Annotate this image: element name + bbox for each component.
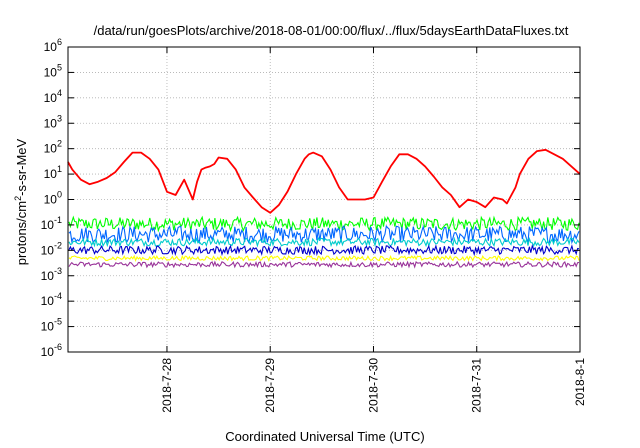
x-tick-label: 2018-7-30	[366, 358, 380, 413]
y-tick-label-base: 10	[41, 269, 55, 283]
y-tick-label: 105	[44, 62, 62, 79]
x-tick-label: 2018-7-31	[470, 358, 484, 413]
y-tick-label: 104	[44, 88, 62, 105]
proton-flux-line	[67, 148, 581, 214]
y-tick-label-base: 10	[44, 40, 58, 54]
x-tick-label: 2018-7-29	[263, 358, 277, 413]
x-tick-label: 2018-8-1	[573, 358, 587, 406]
y-tick-label-base: 10	[41, 294, 55, 308]
y-tick-label-exponent: 6	[57, 37, 62, 47]
y-tick-label: 101	[44, 164, 62, 181]
y-tick-label-exponent: -6	[54, 342, 62, 352]
flux-channel-line	[68, 260, 580, 269]
y-tick-label-exponent: -4	[54, 291, 62, 301]
y-tick-label: 10-5	[41, 317, 62, 334]
y-axis-title-post: -s-sr-MeV	[14, 138, 29, 195]
y-tick-label: 100	[44, 190, 62, 207]
y-tick-label: 10-6	[41, 342, 62, 359]
flux-channel-line	[68, 254, 580, 263]
y-tick-label: 10-3	[41, 266, 62, 283]
flux-channel-line	[68, 236, 580, 248]
y-tick-label-exponent: 1	[57, 164, 62, 174]
y-tick-label: 10-1	[41, 215, 62, 232]
y-tick-label-base: 10	[41, 218, 55, 232]
y-tick-label: 10-2	[41, 240, 62, 257]
chart-title: /data/run/goesPlots/archive/2018-08-01/0…	[94, 23, 569, 38]
y-tick-label-base: 10	[44, 167, 58, 181]
x-tick-label: 2018-7-28	[160, 358, 174, 413]
y-axis-title-pre: protons/cm	[14, 201, 29, 265]
y-tick-label-exponent: -1	[54, 215, 62, 225]
y-tick-label-exponent: -5	[54, 317, 62, 327]
y-tick-label-exponent: 5	[57, 62, 62, 72]
y-tick-label: 106	[44, 37, 62, 54]
y-tick-label-base: 10	[44, 142, 58, 156]
y-tick-label-base: 10	[44, 116, 58, 130]
y-tick-label-base: 10	[41, 345, 55, 359]
series-layer	[67, 148, 581, 269]
y-tick-label-exponent: 0	[57, 190, 62, 200]
y-axis-title: protons/cm2-s-sr-MeV	[13, 138, 29, 265]
y-tick-label-exponent: 2	[57, 139, 62, 149]
y-tick-label: 103	[44, 113, 62, 130]
y-tick-label-base: 10	[44, 65, 58, 79]
x-axis-title: Coordinated Universal Time (UTC)	[225, 429, 424, 444]
y-tick-label-base: 10	[41, 320, 55, 334]
y-tick-label-exponent: 3	[57, 113, 62, 123]
flux-channel-line	[68, 244, 580, 257]
flux-channel-line	[68, 215, 580, 233]
y-tick-label-base: 10	[44, 193, 58, 207]
y-tick-label-exponent: -2	[54, 240, 62, 250]
y-axis-title-sup: 2	[13, 196, 23, 201]
y-tick-label-exponent: -3	[54, 266, 62, 276]
y-tick-label-base: 10	[44, 91, 58, 105]
y-tick-label-base: 10	[41, 243, 55, 257]
y-tick-label: 10-4	[41, 291, 62, 308]
axes: 10-610-510-410-310-210-11001011021031041…	[41, 37, 587, 413]
y-tick-label: 102	[44, 139, 62, 156]
y-tick-label-exponent: 4	[57, 88, 62, 98]
